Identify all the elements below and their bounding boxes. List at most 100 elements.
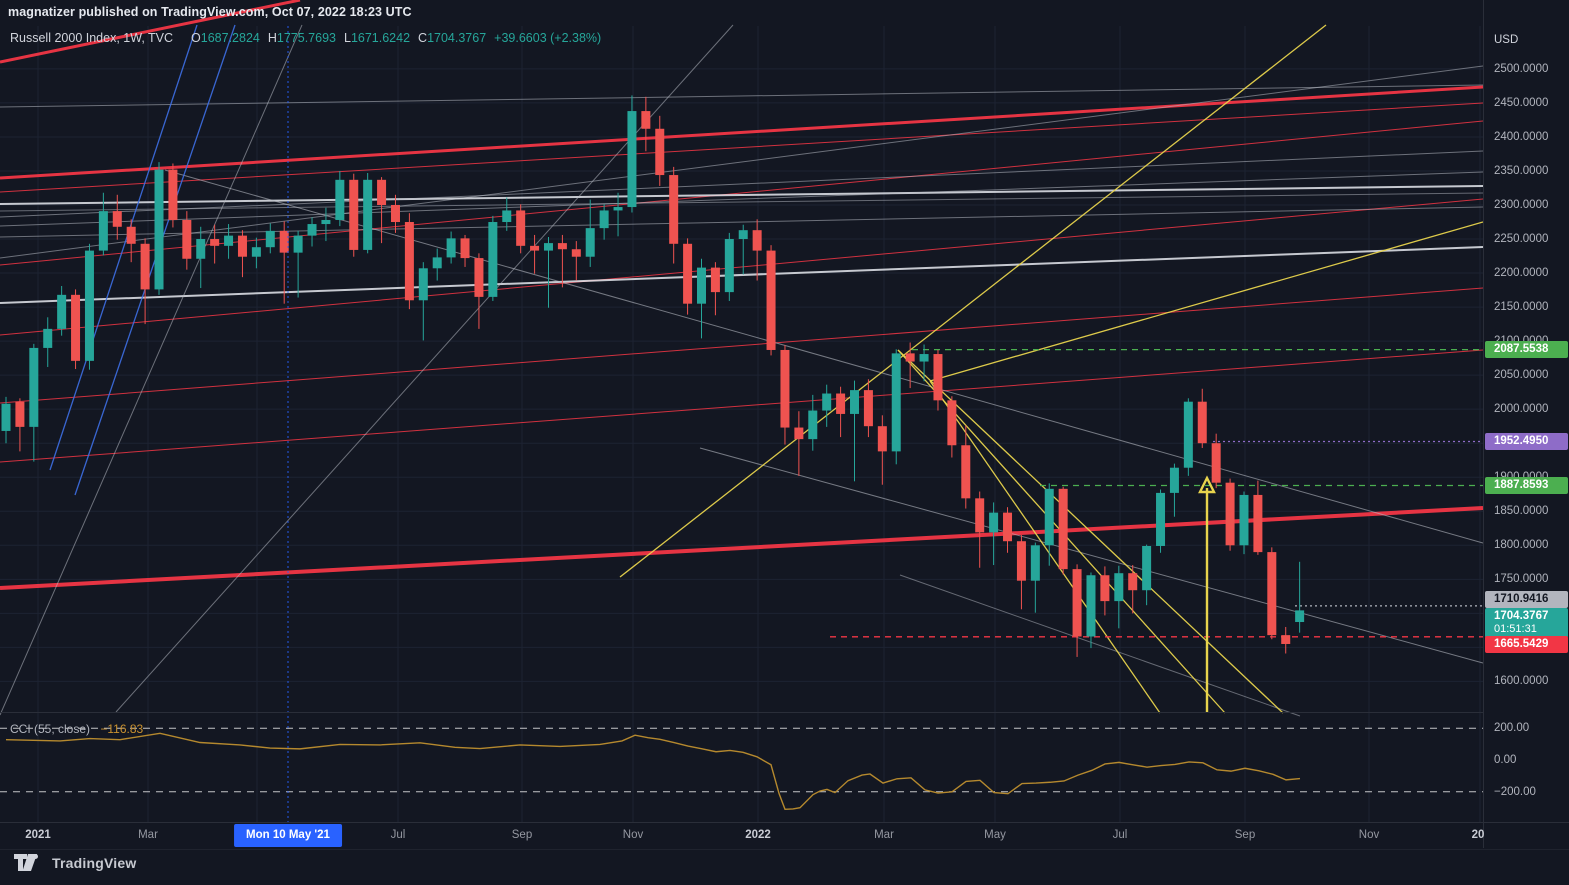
candle[interactable]	[363, 173, 373, 254]
trendline[interactable]	[0, 24, 303, 716]
candle[interactable]	[474, 253, 484, 329]
trendline[interactable]	[897, 349, 1284, 714]
candle[interactable]	[613, 192, 623, 237]
candle[interactable]	[933, 349, 943, 411]
candle[interactable]	[1128, 565, 1138, 614]
trendline[interactable]	[0, 65, 1483, 259]
candle[interactable]	[15, 398, 25, 452]
candle[interactable]	[196, 226, 206, 289]
candle[interactable]	[850, 380, 860, 482]
candle[interactable]	[697, 258, 706, 339]
candle[interactable]	[530, 234, 540, 274]
trendline[interactable]	[0, 198, 1483, 336]
trendline[interactable]	[0, 120, 1483, 266]
trendline[interactable]	[0, 287, 1483, 404]
candle[interactable]	[724, 232, 734, 301]
candle[interactable]	[1, 396, 11, 444]
candle[interactable]	[794, 411, 804, 476]
symbol-title[interactable]: Russell 2000 Index, 1W, TVC	[10, 31, 174, 45]
candle[interactable]	[780, 345, 790, 445]
candle[interactable]	[154, 162, 164, 295]
tradingview-logo[interactable]: TradingView	[14, 854, 136, 872]
candle[interactable]	[710, 262, 720, 316]
candle[interactable]	[1003, 507, 1013, 553]
trendline[interactable]	[0, 206, 1483, 238]
candle[interactable]	[168, 163, 178, 228]
candle[interactable]	[1169, 463, 1179, 517]
indicator-title[interactable]: CCI (55, close)	[10, 722, 91, 736]
candle[interactable]	[251, 237, 261, 269]
trendline[interactable]	[0, 150, 1483, 218]
candle[interactable]	[571, 241, 581, 281]
candle[interactable]	[140, 238, 150, 325]
candle[interactable]	[1267, 547, 1277, 640]
candle[interactable]	[335, 170, 345, 227]
candle[interactable]	[1156, 489, 1166, 553]
candle[interactable]	[390, 194, 400, 233]
candle[interactable]	[905, 342, 915, 389]
candle[interactable]	[488, 215, 498, 301]
candle[interactable]	[1058, 486, 1068, 575]
trendline[interactable]	[0, 506, 1483, 590]
candle[interactable]	[1016, 535, 1026, 610]
candle[interactable]	[975, 491, 985, 568]
candle[interactable]	[543, 236, 553, 308]
candle[interactable]	[349, 173, 359, 257]
candle[interactable]	[1295, 561, 1305, 633]
candle[interactable]	[279, 221, 289, 304]
candle[interactable]	[1281, 626, 1291, 654]
candle[interactable]	[877, 415, 887, 485]
candle[interactable]	[989, 502, 999, 566]
trendline[interactable]	[699, 447, 1483, 664]
candle[interactable]	[1114, 565, 1124, 629]
candle[interactable]	[460, 234, 470, 267]
trendline[interactable]	[0, 185, 1483, 205]
candle[interactable]	[57, 285, 67, 336]
candle[interactable]	[1044, 483, 1054, 566]
candle[interactable]	[738, 224, 748, 275]
candle[interactable]	[891, 349, 901, 465]
candle[interactable]	[1197, 388, 1207, 448]
candle[interactable]	[43, 317, 53, 367]
candle[interactable]	[1100, 566, 1110, 616]
trendline[interactable]	[0, 102, 1483, 193]
candle[interactable]	[1225, 478, 1235, 551]
candle[interactable]	[947, 396, 957, 458]
up-arrow-head[interactable]	[1198, 475, 1216, 494]
trendline[interactable]	[115, 24, 734, 713]
trendline[interactable]	[0, 171, 1483, 227]
symbol-legend[interactable]: Russell 2000 Index, 1W, TVC O1687.2824 H17…	[10, 31, 601, 45]
trendline[interactable]	[619, 24, 1327, 578]
candle[interactable]	[669, 166, 679, 264]
trendline[interactable]	[0, 192, 1483, 212]
trendline[interactable]	[0, 246, 1483, 304]
trendline[interactable]	[0, 0, 301, 64]
candle[interactable]	[1142, 544, 1152, 606]
candle[interactable]	[71, 289, 81, 370]
candle[interactable]	[752, 219, 762, 281]
indicator-legend[interactable]: CCI (55, close) −116.83	[10, 722, 143, 736]
trendline[interactable]	[0, 84, 1483, 108]
candle[interactable]	[655, 115, 665, 186]
candle[interactable]	[224, 224, 234, 259]
candle[interactable]	[112, 194, 122, 240]
candle[interactable]	[84, 243, 94, 370]
candle[interactable]	[321, 207, 331, 242]
candle[interactable]	[961, 425, 971, 509]
candle[interactable]	[446, 231, 456, 264]
candle[interactable]	[836, 386, 846, 438]
candle[interactable]	[557, 234, 567, 288]
candle[interactable]	[404, 213, 414, 310]
candle[interactable]	[293, 230, 303, 298]
candle[interactable]	[432, 248, 442, 281]
candle[interactable]	[182, 211, 192, 270]
candle[interactable]	[377, 177, 387, 244]
trendline[interactable]	[164, 169, 1483, 544]
candle[interactable]	[1253, 480, 1263, 555]
trendline[interactable]	[929, 221, 1483, 382]
candle[interactable]	[641, 96, 651, 152]
candle[interactable]	[1030, 542, 1040, 613]
candle[interactable]	[822, 384, 832, 427]
candle[interactable]	[210, 224, 220, 264]
